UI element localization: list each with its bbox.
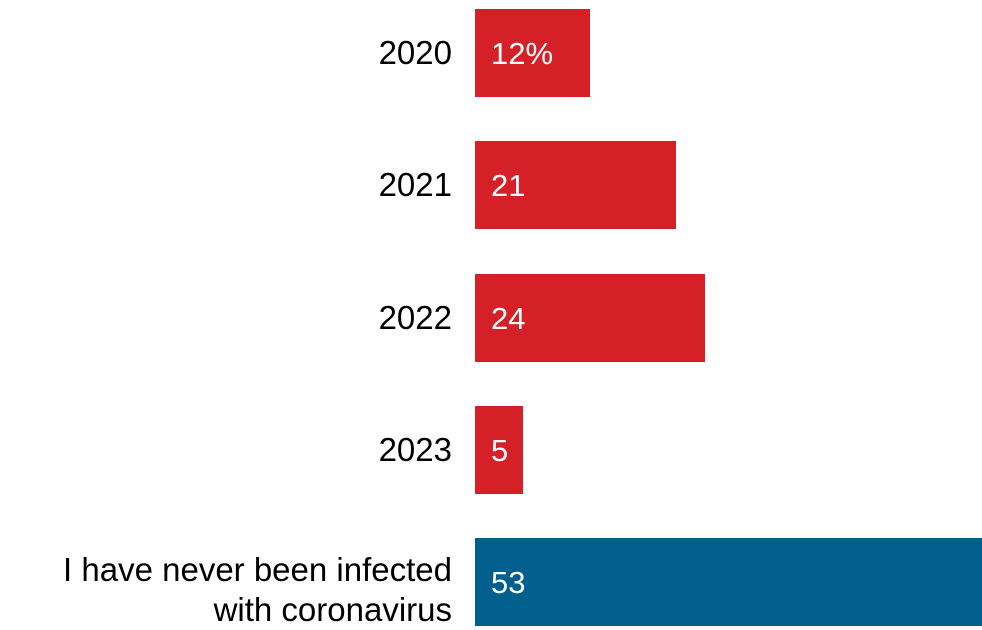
bar-value-label: 24 [491,301,526,336]
bar: 5 [475,406,523,494]
category-label: I have never been infected with coronavi… [63,551,452,628]
category-label: 2022 [378,299,452,336]
category-label: 2023 [378,431,452,468]
bar-value-label: 5 [491,433,509,468]
category-label: 2020 [378,34,452,71]
bar-value-label: 12% [491,36,554,71]
bar-value-label: 53 [491,565,526,600]
bar: 24 [475,274,705,362]
category-label: 2021 [378,166,452,203]
bar: 21 [475,141,676,229]
bar-value-label: 21 [491,168,526,203]
bar: 53 [475,538,982,626]
bar: 12% [475,9,590,97]
